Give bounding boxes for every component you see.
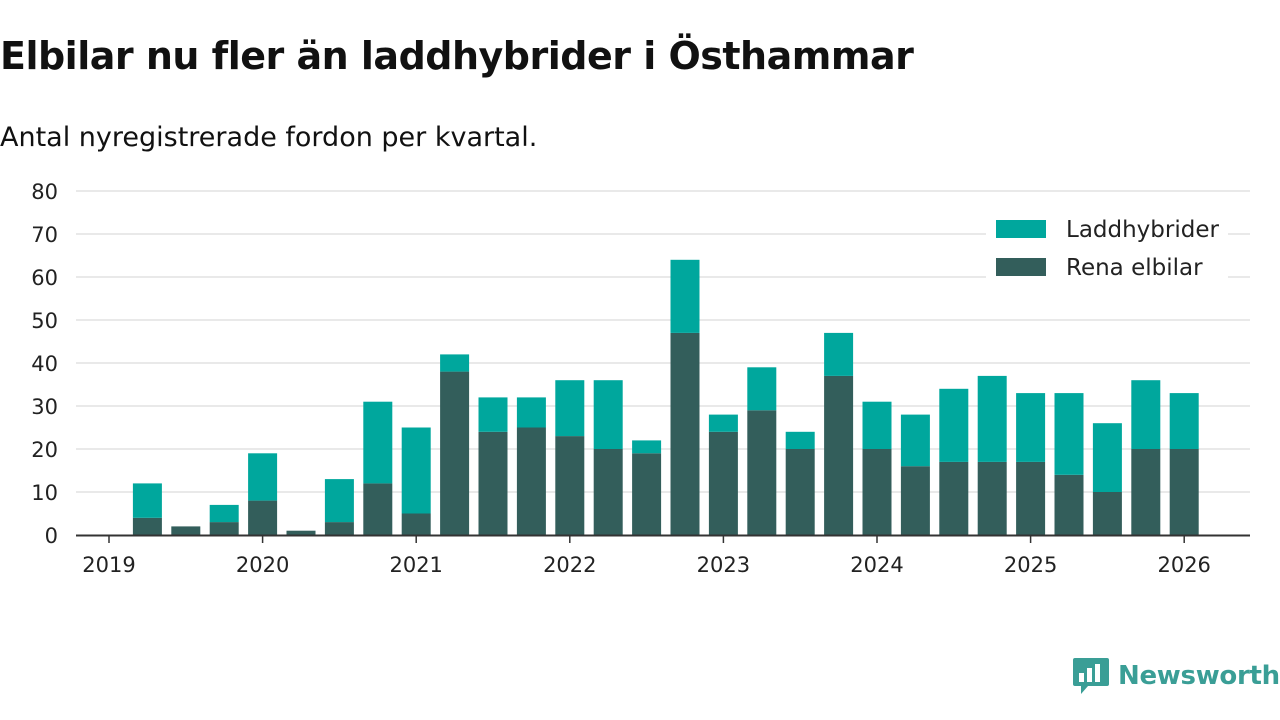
bar-rena-elbilar-2023-q4	[824, 375, 854, 535]
chart-subtitle: Antal nyregistrerade fordon per kvartal.	[0, 122, 538, 153]
bar-rena-elbilar-2021-q4	[516, 427, 546, 535]
bar-rena-elbilar-2021-q2	[440, 371, 470, 535]
newsworthy-logo: Newsworthy	[1072, 656, 1280, 696]
bar-rena-elbilar-2025-q4	[1131, 449, 1161, 535]
bar-rena-elbilar-2021-q1	[401, 513, 431, 535]
bar-rena-elbilar-2022-q1	[555, 436, 585, 535]
bar-rena-elbilar-2024-q2	[900, 466, 930, 535]
legend-swatch-laddhybrider	[996, 220, 1046, 238]
bar-rena-elbilar-2022-q3	[632, 453, 662, 535]
x-tick-label-2024: 2024	[850, 553, 903, 577]
bar-laddhybrider-2023-q1	[708, 414, 738, 432]
x-tick-label-2021: 2021	[389, 553, 442, 577]
bar-rena-elbilar-2026-q1	[1169, 449, 1199, 535]
bars	[132, 259, 1199, 535]
y-tick-label-70: 70	[31, 223, 58, 247]
bar-laddhybrider-2024-q2	[900, 414, 930, 467]
bar-laddhybrider-2021-q3	[478, 397, 508, 432]
bar-rena-elbilar-2025-q3	[1092, 492, 1122, 535]
bar-laddhybrider-2020-q4	[363, 401, 393, 484]
chart-title: Elbilar nu fler än laddhybrider i Östham…	[0, 34, 914, 78]
x-axis-ticks: 2019 2020 2021 2022 2023 2024 2025 2026	[82, 535, 1211, 577]
bar-rena-elbilar-2025-q2	[1054, 474, 1084, 535]
y-tick-label-80: 80	[31, 180, 58, 204]
bar-laddhybrider-2024-q1	[862, 401, 892, 449]
bar-rena-elbilar-2020-q4	[363, 483, 393, 535]
y-tick-label-60: 60	[31, 266, 58, 290]
bar-laddhybrider-2021-q2	[440, 354, 470, 372]
bar-laddhybrider-2019-q2	[132, 483, 162, 518]
bar-laddhybrider-2022-q3	[632, 440, 662, 454]
bar-laddhybrider-2019-q4	[209, 504, 239, 523]
bar-laddhybrider-2020-q1	[248, 453, 278, 501]
bar-laddhybrider-2023-q3	[785, 431, 815, 449]
legend-label-laddhybrider: Laddhybrider	[1066, 217, 1219, 243]
x-tick-label-2025: 2025	[1004, 553, 1057, 577]
bar-laddhybrider-2025-q4	[1131, 380, 1161, 449]
x-tick-label-2026: 2026	[1157, 553, 1210, 577]
x-tick-label-2020: 2020	[236, 553, 289, 577]
bar-laddhybrider-2022-q1	[555, 380, 585, 437]
y-tick-label-0: 0	[45, 524, 58, 548]
bar-rena-elbilar-2024-q3	[939, 461, 969, 535]
bar-laddhybrider-2024-q4	[977, 375, 1007, 462]
y-axis-ticks: 0 10 20 30 40 50 60 70 80	[31, 180, 58, 548]
bar-laddhybrider-2025-q1	[1016, 393, 1046, 462]
bar-rena-elbilar-2019-q2	[132, 517, 162, 535]
bar-laddhybrider-2026-q1	[1169, 393, 1199, 449]
bar-laddhybrider-2022-q2	[593, 380, 623, 449]
newsworthy-logo-icon	[1073, 658, 1109, 694]
bar-laddhybrider-2023-q2	[747, 367, 777, 411]
legend: Laddhybrider Rena elbilar	[986, 207, 1228, 293]
bar-rena-elbilar-2020-q3	[324, 522, 354, 535]
bar-rena-elbilar-2023-q2	[747, 410, 777, 535]
bar-laddhybrider-2021-q4	[516, 397, 546, 428]
legend-swatch-rena-elbilar	[996, 258, 1046, 276]
bar-rena-elbilar-2024-q1	[862, 449, 892, 535]
x-tick-label-2022: 2022	[543, 553, 596, 577]
bar-rena-elbilar-2022-q4	[670, 332, 700, 535]
bar-laddhybrider-2023-q4	[824, 332, 854, 376]
legend-label-rena-elbilar: Rena elbilar	[1066, 255, 1203, 281]
bar-rena-elbilar-2021-q3	[478, 431, 508, 535]
bar-rena-elbilar-2025-q1	[1016, 461, 1046, 535]
bar-laddhybrider-2022-q4	[670, 259, 700, 333]
y-tick-label-10: 10	[31, 481, 58, 505]
bar-laddhybrider-2024-q3	[939, 388, 969, 462]
y-tick-label-40: 40	[31, 352, 58, 376]
x-tick-label-2019: 2019	[82, 553, 135, 577]
bar-laddhybrider-2020-q3	[324, 479, 354, 523]
x-tick-label-2023: 2023	[697, 553, 750, 577]
bar-rena-elbilar-2023-q1	[708, 431, 738, 535]
y-tick-label-20: 20	[31, 438, 58, 462]
newsworthy-logo-text: Newsworthy	[1118, 661, 1280, 691]
bar-rena-elbilar-2020-q1	[248, 500, 278, 535]
bar-laddhybrider-2025-q3	[1092, 423, 1122, 492]
bar-rena-elbilar-2022-q2	[593, 449, 623, 535]
bar-laddhybrider-2025-q2	[1054, 393, 1084, 475]
y-tick-label-30: 30	[31, 395, 58, 419]
bar-rena-elbilar-2024-q4	[977, 461, 1007, 535]
bar-rena-elbilar-2019-q3	[171, 526, 201, 535]
bar-rena-elbilar-2020-q2	[286, 530, 316, 535]
bar-rena-elbilar-2019-q4	[209, 522, 239, 535]
bar-rena-elbilar-2023-q3	[785, 449, 815, 535]
y-tick-label-50: 50	[31, 309, 58, 333]
bar-laddhybrider-2021-q1	[401, 427, 431, 514]
